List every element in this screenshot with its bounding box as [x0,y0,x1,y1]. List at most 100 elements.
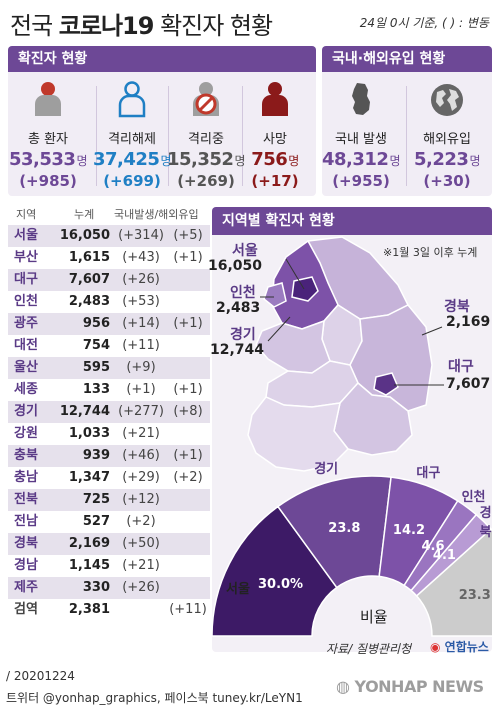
region-overseas: (+1) [173,382,203,397]
pie-category-label: 경기 [314,461,339,477]
logo-icon: ◉ [430,640,441,654]
table-row: 전남 527 (+2) [8,511,210,533]
map-value-gyeonggi: 12,744 [210,342,265,358]
region-name: 검역 [14,602,38,617]
map-label-incheon: 인천 [230,285,256,301]
source: 자료/ 질병관리청 [326,642,412,656]
map-note: ※1월 3일 이후 누계 [383,246,478,259]
pie-slice [212,505,338,637]
region-domestic: (+46) [122,448,160,463]
stat-label: 국내 발생 [335,132,387,147]
table-row: 경기 12,744 (+277) (+8) [8,401,210,423]
region-total: 1,347 [68,470,110,485]
region-incheon [263,282,287,308]
map-value-incheon: 2,483 [216,300,261,316]
table-row: 충남 1,347 (+29) (+2) [8,467,210,489]
leader-line [421,326,443,336]
stat-value: 15,352명 [166,149,245,170]
region-domestic: (+11) [122,338,160,353]
region-domestic: (+26) [122,272,160,287]
table-row: 부산 1,615 (+43) (+1) [8,247,210,269]
region-name: 경북 [14,536,38,551]
leader-line [267,316,291,342]
origin-card: 국내·해외유입 현황 [322,46,492,196]
yonhap-logo: ◉ 연합뉴스 [430,638,489,655]
region-domestic: (+50) [122,536,160,551]
header-total: 누계 [74,208,95,221]
region-name: 부산 [14,250,38,265]
region-name: 충남 [14,470,38,485]
stat-isolated: 격리중 15,352명 (+269) [156,80,256,190]
region-name: 광주 [14,316,38,331]
pie-category-label: 대구 [416,466,441,482]
leader-line [285,258,305,290]
region-domestic: (+21) [122,426,160,441]
person-outline-icon [118,81,146,118]
region-name: 대전 [14,338,38,353]
stat-value: 37,425명 [92,149,171,170]
table-row: 인천 2,483 (+53) [8,291,210,313]
region-total: 330 [82,580,110,595]
region-overseas: (+11) [169,602,207,617]
pie-slice [415,528,492,637]
region-total: 1,033 [68,426,110,441]
globe-icon [431,84,463,116]
region-total: 725 [82,492,110,507]
map-value-daegu: 7,607 [446,376,491,392]
stat-change: (+269) [177,172,235,190]
confirmed-card-title: 확진자 현황 [8,46,316,72]
region-domestic: (+53) [122,294,160,309]
region-total: 939 [82,448,110,463]
divider [406,86,407,186]
watermark-icon: ◍ [336,677,350,696]
region-domestic: (+29) [122,470,160,485]
pie-category-label: 인천 [461,490,486,506]
map-label-daegu: 대구 [448,359,474,375]
title-note: 24일 0시 기준, ( ) : 변동 [359,16,489,30]
pie-slice [276,475,392,589]
footer-date: / 20201224 [6,669,75,683]
region-daegu [373,372,399,396]
region-overseas: (+1) [173,316,203,331]
map-label-gyeongbuk: 경북 [444,299,470,315]
region-name: 강원 [14,426,38,441]
region-domestic: (+21) [122,558,160,573]
region-total: 2,483 [68,294,110,309]
region-domestic: (+277) [118,404,164,419]
region-total: 2,381 [68,602,110,617]
region-overseas: (+8) [173,404,203,419]
region-domestic: (+9) [126,360,156,375]
stat-total-patients: 총 환자 53,533명 (+985) [0,80,98,190]
region-total: 12,744 [59,404,110,419]
table-row: 경북 2,169 (+50) [8,533,210,555]
stat-value: 48,312명 [321,149,400,170]
region-name: 인천 [14,294,38,309]
person-dark-icon [262,82,288,116]
map-value-gyeongbuk: 2,169 [446,314,491,330]
region-jeonnam [247,396,349,472]
divider [242,86,243,186]
region-domestic: (+1) [126,382,156,397]
region-total: 7,607 [68,272,110,287]
header-domestic-overseas: 국내발생/해외유입 [114,208,199,221]
map-value-seoul: 16,050 [208,258,263,274]
watermark-text: YONHAP NEWS [354,677,485,696]
map-title: 지역별 확진자 현황 [212,207,492,235]
region-domestic: (+2) [126,514,156,529]
divider [96,86,97,186]
stat-label: 해외유입 [423,132,471,147]
korea-region-map [247,236,444,530]
table-row: 경남 1,145 (+21) [8,555,210,577]
region-domestic: (+12) [122,492,160,507]
map-label-seoul: 서울 [232,243,258,259]
region-table: 서울 16,050 (+314) (+5) 부산 1,615 (+43) (+1) 대구 7,60… [8,225,210,621]
pie-value-label: 23.3 [458,587,491,603]
table-row: 검역 2,381 (+11) [8,599,210,621]
map-label-gyeonggi: 경기 [230,327,256,343]
confirmed-card: 확진자 현황 [8,46,316,196]
logo-text: 연합뉴스 [444,640,489,654]
pie-value-label: 23.8 [328,520,361,536]
stat-domestic: 국내 발생 48,312명 (+955) [316,80,406,190]
region-overseas: (+1) [173,250,203,265]
person-isolated-icon [193,82,219,116]
